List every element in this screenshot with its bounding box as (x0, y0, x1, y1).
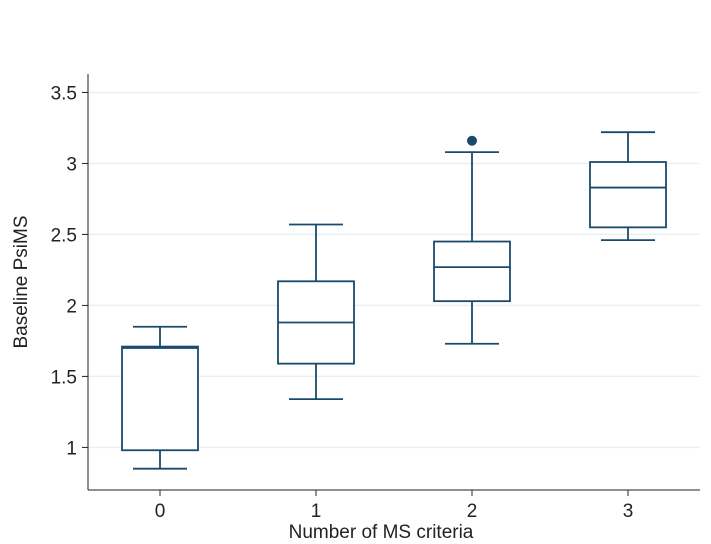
x-axis-title: Number of MS criteria (289, 522, 474, 543)
x-tick-label: 2 (467, 501, 478, 522)
y-tick-label: 1 (66, 438, 77, 459)
x-tick-label: 0 (155, 501, 166, 522)
y-tick-label: 2 (66, 296, 77, 317)
y-tick-label: 3.5 (51, 83, 77, 104)
outlier-point (467, 135, 477, 146)
box-iqr (433, 240, 511, 303)
box-category-0 (121, 325, 199, 470)
box-category-2 (433, 135, 511, 345)
y-tick-label: 1.5 (51, 367, 77, 388)
box-category-3 (589, 131, 667, 242)
x-tick-labels: 0 1 2 3 (155, 501, 634, 522)
box-category-1 (277, 223, 355, 401)
x-tick-label: 1 (311, 501, 322, 522)
box-iqr (589, 161, 667, 229)
y-tick-label: 2.5 (51, 225, 77, 246)
axes (82, 74, 700, 496)
boxes (121, 131, 667, 470)
y-axis-title: Baseline PsiMS (11, 215, 32, 348)
box-iqr (121, 345, 199, 452)
y-tick-label: 3 (66, 154, 77, 175)
y-tick-labels: 1 1.5 2 2.5 3 3.5 (51, 83, 77, 459)
x-tick-label: 3 (623, 501, 634, 522)
